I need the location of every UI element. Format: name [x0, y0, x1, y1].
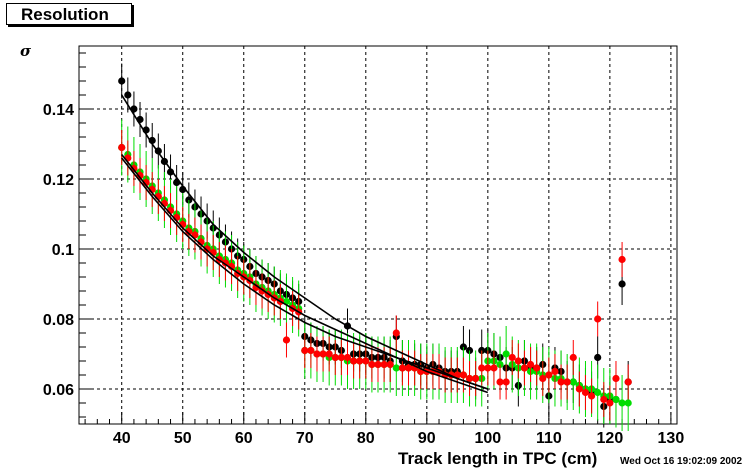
data-point	[502, 350, 510, 358]
x-tick-label: 80	[357, 430, 375, 447]
data-point	[380, 360, 388, 369]
axis-ticks	[79, 52, 672, 424]
data-points	[118, 63, 632, 431]
data-point	[612, 395, 620, 404]
data-point	[484, 364, 492, 372]
data-point	[136, 171, 144, 180]
data-point	[398, 364, 407, 372]
data-point	[594, 353, 602, 362]
data-point	[124, 91, 132, 99]
data-point	[569, 378, 577, 386]
data-point	[392, 329, 400, 337]
data-point	[319, 350, 327, 358]
data-point	[496, 378, 504, 386]
fit-curve	[121, 157, 489, 390]
data-point	[520, 364, 529, 372]
x-tick-label: 100	[474, 430, 501, 447]
data-point	[612, 374, 620, 383]
data-point	[624, 399, 632, 407]
data-point	[618, 280, 626, 288]
y-tick-label: 0.12	[43, 172, 74, 189]
data-point	[118, 143, 126, 152]
fit-curves	[121, 94, 489, 394]
y-tick-label: 0.1	[52, 242, 74, 259]
data-point	[331, 353, 339, 362]
data-point	[472, 374, 480, 383]
x-tick-label: 50	[174, 430, 192, 447]
data-point	[563, 378, 571, 386]
data-point	[594, 388, 602, 397]
data-point	[606, 399, 614, 407]
timestamp: Wed Oct 16 19:02:09 2002	[620, 456, 743, 467]
y-tick-label: 0.08	[43, 312, 74, 329]
data-point	[514, 357, 522, 365]
data-point	[203, 245, 211, 253]
x-tick-label: 110	[536, 430, 562, 447]
fit-curve	[121, 94, 489, 390]
data-point	[343, 353, 352, 362]
data-point	[575, 385, 583, 393]
data-point	[569, 353, 577, 362]
data-point	[325, 350, 333, 358]
data-point	[594, 315, 602, 323]
data-point	[459, 371, 468, 379]
data-point	[478, 364, 486, 372]
data-point	[392, 364, 400, 372]
data-point	[545, 371, 553, 379]
data-point	[337, 353, 345, 362]
data-point	[581, 388, 590, 397]
x-tick-label: 130	[658, 430, 685, 447]
data-point	[282, 336, 291, 344]
data-point	[551, 367, 559, 376]
x-tick-label: 120	[597, 430, 624, 447]
data-point	[465, 374, 474, 383]
data-point	[166, 168, 175, 176]
data-point	[118, 77, 126, 85]
data-point	[533, 364, 541, 372]
y-tick-label: 0.14	[43, 102, 74, 119]
data-point	[600, 395, 608, 404]
data-point	[307, 346, 315, 355]
data-point	[368, 360, 376, 369]
data-point	[539, 374, 547, 383]
data-point	[624, 378, 632, 386]
data-point	[313, 350, 321, 358]
data-point	[490, 364, 498, 372]
data-point	[557, 378, 565, 386]
data-point	[386, 360, 394, 369]
data-point	[362, 357, 370, 365]
data-point	[508, 353, 516, 362]
data-point	[526, 360, 535, 369]
data-point	[618, 399, 626, 407]
x-tick-label: 40	[113, 430, 131, 447]
data-point	[404, 364, 413, 372]
data-point	[356, 357, 364, 365]
x-tick-label: 60	[235, 430, 253, 447]
data-point	[618, 255, 626, 264]
x-axis-label: Track length in TPC (cm)	[398, 449, 598, 468]
data-point	[453, 371, 461, 379]
chart-title: Resolution	[6, 3, 132, 25]
y-tick-label: 0.06	[43, 382, 74, 399]
data-point	[587, 392, 596, 400]
data-point	[374, 360, 382, 369]
y-axis-label: σ	[20, 42, 32, 60]
data-point	[502, 378, 510, 386]
tick-labels: 40 50 60 70 80 90 100 110 120 130 0.06 0.08 0.1 0.12 0…	[43, 102, 684, 447]
fit-curve	[121, 154, 489, 394]
x-tick-label: 90	[418, 430, 436, 447]
data-point	[185, 227, 193, 236]
data-point	[301, 346, 309, 355]
x-tick-label: 70	[296, 430, 314, 447]
data-point	[349, 357, 358, 365]
